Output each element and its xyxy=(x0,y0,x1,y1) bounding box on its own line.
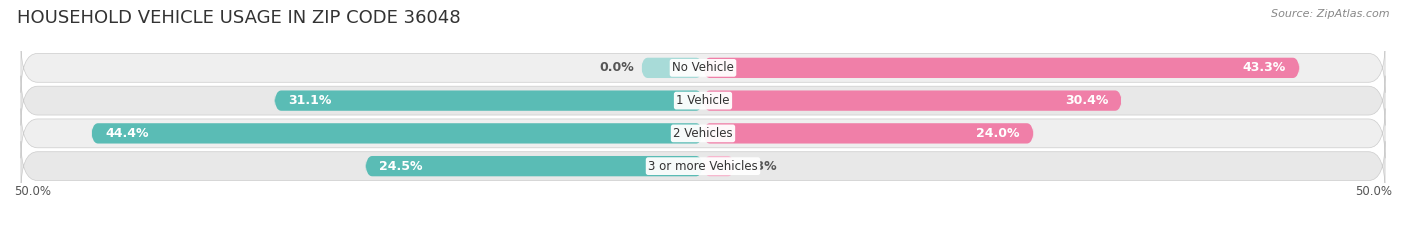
Text: 24.5%: 24.5% xyxy=(380,160,423,173)
Text: 2.3%: 2.3% xyxy=(741,160,776,173)
FancyBboxPatch shape xyxy=(703,123,1033,143)
FancyBboxPatch shape xyxy=(641,58,703,78)
Text: 50.0%: 50.0% xyxy=(14,185,51,198)
FancyBboxPatch shape xyxy=(21,141,1385,191)
Text: 3 or more Vehicles: 3 or more Vehicles xyxy=(648,160,758,173)
Text: 2 Vehicles: 2 Vehicles xyxy=(673,127,733,140)
Text: 31.1%: 31.1% xyxy=(288,94,332,107)
Text: 43.3%: 43.3% xyxy=(1243,61,1286,74)
Text: 50.0%: 50.0% xyxy=(1355,185,1392,198)
FancyBboxPatch shape xyxy=(274,91,703,111)
FancyBboxPatch shape xyxy=(21,109,1385,158)
Text: 24.0%: 24.0% xyxy=(976,127,1019,140)
Text: 44.4%: 44.4% xyxy=(105,127,149,140)
FancyBboxPatch shape xyxy=(21,76,1385,125)
FancyBboxPatch shape xyxy=(703,58,1299,78)
Text: 0.0%: 0.0% xyxy=(599,61,634,74)
Text: No Vehicle: No Vehicle xyxy=(672,61,734,74)
FancyBboxPatch shape xyxy=(703,156,735,176)
Text: 30.4%: 30.4% xyxy=(1064,94,1108,107)
Text: 1 Vehicle: 1 Vehicle xyxy=(676,94,730,107)
Text: Source: ZipAtlas.com: Source: ZipAtlas.com xyxy=(1271,9,1389,19)
FancyBboxPatch shape xyxy=(21,43,1385,93)
FancyBboxPatch shape xyxy=(91,123,703,143)
FancyBboxPatch shape xyxy=(366,156,703,176)
FancyBboxPatch shape xyxy=(703,91,1122,111)
Text: HOUSEHOLD VEHICLE USAGE IN ZIP CODE 36048: HOUSEHOLD VEHICLE USAGE IN ZIP CODE 3604… xyxy=(17,9,461,27)
